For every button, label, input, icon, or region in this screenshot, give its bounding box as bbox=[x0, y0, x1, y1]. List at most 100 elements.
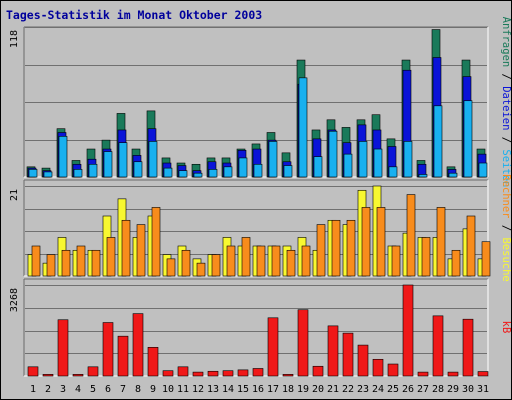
bar-rechner bbox=[481, 241, 491, 277]
bar-kb bbox=[312, 365, 324, 377]
legend-entry-dateien: Dateien bbox=[500, 86, 512, 130]
x-tick-label: 7 bbox=[120, 384, 126, 395]
bar-seiten bbox=[163, 167, 173, 178]
legend-separator: / bbox=[500, 130, 512, 149]
bar-rechner bbox=[301, 245, 311, 277]
bar-rechner bbox=[241, 237, 251, 277]
bar-rechner bbox=[136, 224, 146, 277]
panel-1-legend: Rechner / Besuche bbox=[500, 174, 512, 282]
bar-kb bbox=[432, 315, 444, 377]
bar-rechner bbox=[436, 207, 446, 277]
bar-rechner bbox=[166, 258, 176, 277]
x-tick-label: 22 bbox=[342, 384, 354, 395]
bar-kb bbox=[372, 358, 384, 377]
x-tick-label: 18 bbox=[282, 384, 294, 395]
bar-seiten bbox=[433, 105, 443, 178]
bar-seiten bbox=[148, 141, 158, 178]
bar-seiten bbox=[88, 163, 98, 178]
bar-rechner bbox=[181, 249, 191, 277]
x-tick-label: 6 bbox=[105, 384, 111, 395]
bar-kb bbox=[102, 322, 114, 377]
bar-rechner bbox=[121, 219, 131, 277]
x-tick-label: 3 bbox=[60, 384, 66, 395]
bar-kb bbox=[282, 374, 294, 377]
bar-seiten bbox=[373, 148, 383, 178]
bar-rechner bbox=[61, 249, 71, 277]
x-tick-label: 23 bbox=[357, 384, 369, 395]
bar-kb bbox=[267, 317, 279, 377]
bar-seiten bbox=[448, 172, 458, 178]
panel-0-y-tick-label: 118 bbox=[9, 30, 20, 48]
bar-rechner bbox=[256, 245, 266, 277]
bar-kb bbox=[402, 284, 414, 377]
bar-seiten bbox=[388, 166, 398, 178]
x-tick-label: 8 bbox=[135, 384, 141, 395]
bar-seiten bbox=[193, 172, 203, 178]
bar-rechner bbox=[331, 219, 341, 277]
bar-kb bbox=[132, 313, 144, 377]
bar-seiten bbox=[418, 174, 428, 178]
panel-0-legend: Anfragen / Dateien / Seiten bbox=[500, 17, 512, 188]
bar-seiten bbox=[28, 169, 38, 178]
bar-rechner bbox=[91, 249, 101, 277]
x-tick-label: 4 bbox=[75, 384, 81, 395]
bar-seiten bbox=[298, 77, 308, 178]
bar-kb bbox=[57, 319, 69, 377]
legend-entry-besuche: Besuche bbox=[500, 237, 512, 281]
x-tick-label: 21 bbox=[327, 384, 339, 395]
x-tick-label: 20 bbox=[312, 384, 324, 395]
bar-kb bbox=[417, 371, 429, 377]
bar-rechner bbox=[271, 245, 281, 277]
bar-kb bbox=[477, 371, 489, 377]
legend-separator: / bbox=[500, 67, 512, 86]
bar-seiten bbox=[313, 156, 323, 178]
bar-seiten bbox=[223, 166, 233, 178]
x-tick-label: 28 bbox=[432, 384, 444, 395]
bar-rechner bbox=[376, 207, 386, 277]
x-tick-label: 9 bbox=[150, 384, 156, 395]
bar-kb bbox=[237, 369, 249, 377]
bar-rechner bbox=[421, 237, 431, 277]
bar-rechner bbox=[316, 224, 326, 277]
bar-seiten bbox=[73, 169, 83, 178]
legend-entry-rechner: Rechner bbox=[500, 174, 512, 218]
bar-rechner bbox=[151, 207, 161, 277]
bar-kb bbox=[117, 335, 129, 377]
bar-seiten bbox=[43, 171, 53, 178]
panel-2-background bbox=[24, 279, 488, 376]
bar-rechner bbox=[226, 245, 236, 277]
legend-entry-kb: kB bbox=[500, 321, 512, 334]
bar-kb bbox=[147, 347, 159, 377]
bar-kb bbox=[447, 371, 459, 377]
x-tick-label: 19 bbox=[297, 384, 309, 395]
bar-rechner bbox=[196, 262, 206, 277]
bar-seiten bbox=[133, 161, 143, 178]
bar-kb bbox=[387, 363, 399, 377]
x-tick-label: 5 bbox=[90, 384, 96, 395]
x-tick-label: 11 bbox=[177, 384, 189, 395]
x-tick-label: 13 bbox=[207, 384, 219, 395]
bar-seiten bbox=[58, 136, 68, 178]
x-tick-label: 14 bbox=[222, 384, 234, 395]
x-tick-label: 30 bbox=[462, 384, 474, 395]
panel-2-legend: kB bbox=[500, 321, 512, 334]
x-tick-label: 16 bbox=[252, 384, 264, 395]
x-tick-label: 10 bbox=[162, 384, 174, 395]
bar-rechner bbox=[451, 249, 461, 277]
bar-rechner bbox=[346, 219, 356, 277]
legend-separator: / bbox=[500, 219, 512, 238]
bar-kb bbox=[42, 374, 54, 377]
x-tick-label: 26 bbox=[402, 384, 414, 395]
x-tick-label: 15 bbox=[237, 384, 249, 395]
panel-1-y-tick-label: 21 bbox=[9, 189, 20, 201]
bar-seiten bbox=[283, 165, 293, 178]
bar-kb bbox=[462, 318, 474, 377]
bar-kb bbox=[177, 366, 189, 377]
bar-kb bbox=[357, 344, 369, 377]
x-tick-label: 17 bbox=[267, 384, 279, 395]
bar-kb bbox=[252, 368, 264, 377]
bar-rechner bbox=[361, 207, 371, 277]
x-tick-label: 12 bbox=[192, 384, 204, 395]
bar-rechner bbox=[406, 194, 416, 277]
